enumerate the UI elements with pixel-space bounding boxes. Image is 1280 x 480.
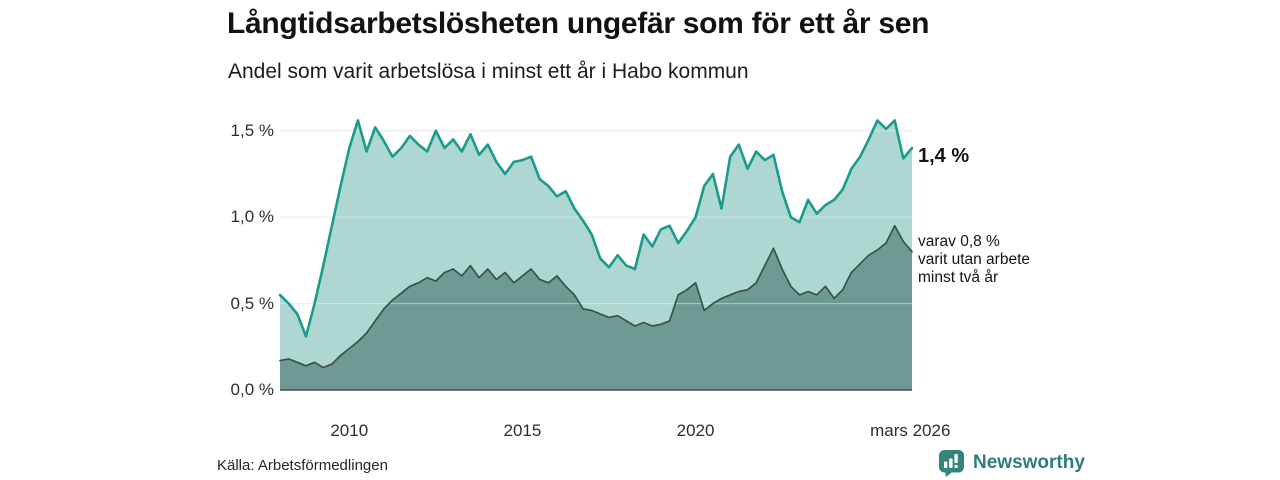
y-tick-1: 0,5 % (230, 293, 274, 313)
x-tick-2: 2020 (676, 421, 715, 440)
breakdown-line-1: varav 0,8 % (918, 233, 1000, 250)
page-title: Långtidsarbetslösheten ungefär som för e… (227, 7, 930, 40)
breakdown-line-3: minst två år (918, 269, 999, 286)
page-subtitle: Andel som varit arbetslösa i minst ett å… (228, 60, 749, 83)
lower-line (279, 224, 913, 369)
lower-area (280, 225, 912, 390)
newsworthy-logo-icon (939, 450, 964, 477)
breakdown-line-2: varit utan arbete (918, 251, 1031, 268)
newsworthy-logo-text: Newsworthy (973, 452, 1085, 473)
source-note: Källa: Arbetsförmedlingen (217, 457, 388, 474)
y-tick-3: 1,5 % (230, 120, 274, 140)
upper-line (278, 119, 914, 338)
x-tick-1: 2015 (503, 421, 542, 440)
series-end-label-breakdown: varav 0,8 % varit utan arbete minst två … (918, 233, 1030, 287)
y-tick-0: 0,0 % (230, 380, 274, 399)
x-tick-3: mars 2026 (870, 421, 951, 440)
y-tick-2: 1,0 % (230, 207, 274, 227)
newsworthy-logo: Newsworthy (938, 449, 1085, 477)
series-end-label-total: 1,4 % (918, 145, 970, 167)
x-tick-0: 2010 (330, 421, 369, 440)
